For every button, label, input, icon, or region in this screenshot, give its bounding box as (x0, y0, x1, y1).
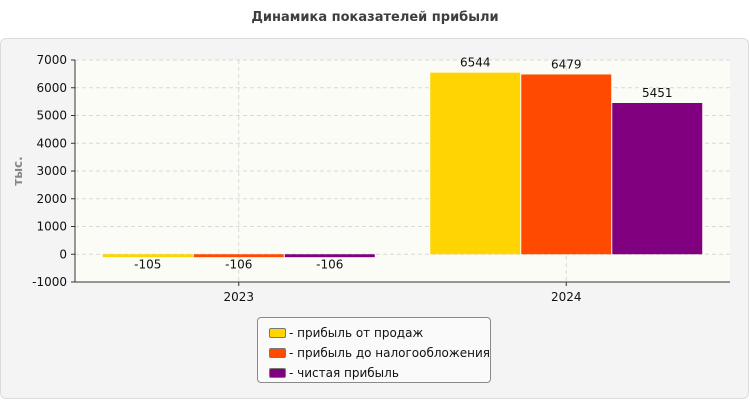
data-label: -106 (225, 257, 252, 271)
bar (193, 254, 284, 258)
data-label: -105 (134, 257, 161, 271)
y-axis-title: тыс. (11, 156, 25, 185)
bar (430, 72, 521, 255)
bar (521, 74, 612, 255)
y-tick-label: 0 (59, 247, 67, 261)
y-tick-label: 6000 (36, 81, 67, 95)
y-tick-label: 7000 (36, 53, 67, 67)
legend-swatch (269, 348, 286, 358)
labels: -1000 0 1000 2000 3000 4000 5000 6000 7000 2023 -1… (32, 53, 672, 304)
y-tick-label: 1000 (36, 220, 67, 234)
legend-swatch (269, 368, 286, 378)
legend-item: - прибыль до налогообложения (269, 343, 490, 363)
y-tick-label: 2000 (36, 192, 67, 206)
legend-swatch (269, 328, 286, 338)
bar (284, 254, 375, 258)
x-tick-label: 2023 (223, 290, 254, 304)
data-label: 6479 (551, 57, 582, 71)
legend-label: - чистая прибыль (289, 366, 399, 380)
legend-label: - прибыль до налогообложения (289, 346, 490, 360)
data-label: 6544 (460, 56, 491, 70)
data-label: -106 (316, 257, 343, 271)
y-tick-label: -1000 (32, 275, 67, 289)
axes (74, 60, 730, 283)
bars (102, 72, 703, 258)
bar (612, 102, 703, 255)
x-tick-label: 2024 (551, 290, 582, 304)
y-tick-label: 3000 (36, 164, 67, 178)
y-tick-label: 4000 (36, 136, 67, 150)
legend-item: - чистая прибыль (269, 363, 490, 383)
chart-title: Динамика показателей прибыли (251, 10, 499, 25)
data-label: 5451 (642, 86, 673, 100)
legend-label: - прибыль от продаж (289, 326, 424, 340)
legend-item: - прибыль от продаж (269, 323, 490, 343)
bar (102, 254, 193, 258)
y-tick-label: 5000 (36, 109, 67, 123)
legend: - прибыль от продаж - прибыль до налогооб… (257, 317, 491, 383)
